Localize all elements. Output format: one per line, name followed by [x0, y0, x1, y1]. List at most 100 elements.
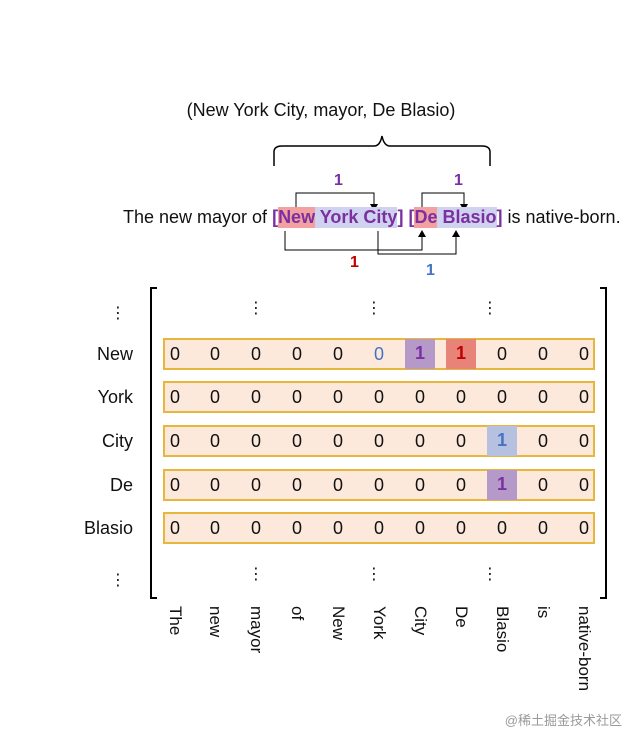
matrix-cell: 0 — [291, 387, 302, 407]
matrix-cell: 0 — [250, 344, 261, 364]
row-ellipsis: ⋮ — [110, 305, 126, 322]
column-label: York — [370, 606, 389, 640]
matrix-cell: 0 — [209, 387, 220, 407]
column-label: New — [329, 606, 348, 641]
matrix-cell: 0 — [537, 387, 548, 407]
sentence-suffix: is native-born. — [502, 207, 621, 227]
example-sentence: The new mayor of [New York City] [De Bla… — [123, 207, 621, 228]
matrix-cell: 0 — [332, 344, 343, 364]
matrix-right-bracket — [600, 287, 607, 599]
entity-token-de: De — [414, 207, 438, 228]
matrix-cell: 0 — [496, 344, 507, 364]
matrix-cell: 0 — [169, 431, 180, 451]
matrix-cell: 0 — [169, 475, 180, 495]
matrix-cell: 0 — [537, 475, 548, 495]
curly-brace — [273, 135, 491, 166]
matrix-cell: 0 — [250, 387, 261, 407]
matrix-cell: 0 — [332, 387, 343, 407]
matrix-cell: 0 — [537, 518, 548, 538]
matrix-row — [163, 381, 595, 413]
entity-close-bracket: ] — [397, 207, 404, 227]
matrix-cell: 0 — [291, 475, 302, 495]
arrow-city-to-blasio — [377, 231, 457, 255]
matrix-cell: 0 — [455, 518, 466, 538]
matrix-cell: 1 — [487, 470, 517, 500]
matrix-cell: 0 — [209, 344, 220, 364]
edge-label-new-de: 1 — [350, 254, 359, 271]
matrix-cell: 0 — [250, 518, 261, 538]
matrix-cell: 0 — [332, 475, 343, 495]
matrix-cell: 0 — [209, 431, 220, 451]
arrowhead — [418, 230, 426, 237]
matrix-cell: 0 — [414, 518, 425, 538]
matrix-cell: 0 — [373, 344, 384, 364]
column-label: new — [206, 606, 225, 638]
row-label: De — [109, 475, 133, 495]
matrix-cell: 1 — [446, 339, 476, 369]
column-label: Blasio — [493, 606, 512, 653]
entity-token-blasio: Blasio — [437, 207, 497, 228]
col-ellipsis: ⋮ — [482, 566, 498, 583]
matrix-cell: 0 — [291, 344, 302, 364]
col-ellipsis: ⋮ — [248, 300, 264, 317]
matrix-left-bracket — [150, 287, 157, 599]
matrix-cell: 0 — [209, 475, 220, 495]
matrix-cell: 0 — [578, 387, 589, 407]
row-label: City — [102, 431, 133, 451]
column-label: native-born — [575, 606, 594, 692]
matrix-cell: 0 — [537, 344, 548, 364]
matrix-cell: 0 — [455, 387, 466, 407]
matrix-cell: 0 — [578, 518, 589, 538]
col-ellipsis: ⋮ — [366, 300, 382, 317]
sentence-prefix: The new mayor of — [123, 207, 273, 227]
entity-open-bracket: [ — [408, 207, 415, 227]
row-label: York — [97, 387, 133, 407]
arrow-new-to-city — [295, 192, 375, 208]
matrix-cell: 0 — [332, 431, 343, 451]
matrix-cell: 0 — [169, 387, 180, 407]
matrix-cell: 0 — [455, 475, 466, 495]
relation-triple: (New York City, mayor, De Blasio) — [186, 100, 456, 120]
matrix-cell: 0 — [496, 387, 507, 407]
matrix-cell: 1 — [487, 426, 517, 456]
entity-token-york-city: York City — [315, 207, 398, 228]
watermark: @稀土掘金技术社区 — [504, 713, 622, 728]
matrix-cell: 0 — [291, 518, 302, 538]
column-label: mayor — [247, 606, 266, 654]
matrix-row — [163, 469, 595, 501]
matrix-cell: 0 — [414, 431, 425, 451]
matrix-cell: 0 — [578, 475, 589, 495]
row-ellipsis: ⋮ — [110, 572, 126, 589]
row-label: Blasio — [83, 518, 133, 538]
matrix-cell: 0 — [250, 431, 261, 451]
edge-label-de-blasio: 1 — [454, 172, 463, 189]
col-ellipsis: ⋮ — [248, 566, 264, 583]
matrix-row — [163, 512, 595, 544]
matrix-cell: 0 — [414, 475, 425, 495]
matrix-cell: 0 — [578, 431, 589, 451]
col-ellipsis: ⋮ — [482, 300, 498, 317]
matrix-cell: 0 — [250, 475, 261, 495]
matrix-cell: 0 — [209, 518, 220, 538]
edge-label-city-blasio: 1 — [426, 262, 435, 279]
col-ellipsis: ⋮ — [366, 566, 382, 583]
matrix-cell: 0 — [169, 344, 180, 364]
matrix-cell: 0 — [496, 518, 507, 538]
matrix-cell: 0 — [332, 518, 343, 538]
matrix-cell: 0 — [578, 344, 589, 364]
column-label: of — [288, 606, 307, 621]
entity-close-bracket: ] — [496, 207, 503, 227]
column-label: The — [166, 606, 185, 636]
matrix-row — [163, 338, 595, 370]
matrix-cell: 0 — [373, 518, 384, 538]
matrix-cell: 0 — [455, 431, 466, 451]
matrix-cell: 0 — [291, 431, 302, 451]
arrow-de-to-blasio — [421, 192, 465, 208]
matrix-cell: 0 — [373, 387, 384, 407]
matrix-cell: 0 — [169, 518, 180, 538]
matrix-cell: 0 — [537, 431, 548, 451]
matrix-cell: 0 — [373, 431, 384, 451]
arrow-new-to-de — [284, 231, 423, 251]
arrowhead — [452, 230, 460, 237]
